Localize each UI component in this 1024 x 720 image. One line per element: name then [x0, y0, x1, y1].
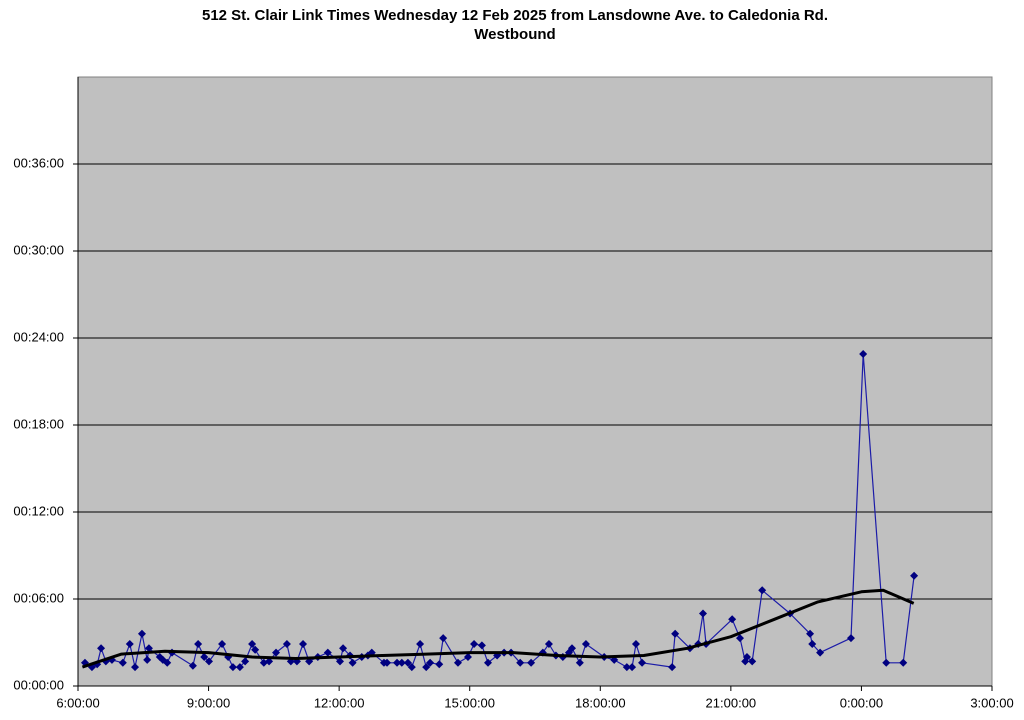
y-tick-label: 00:36:00 — [13, 155, 64, 170]
y-tick-label: 00:24:00 — [13, 329, 64, 344]
data-point — [118, 658, 127, 667]
data-point — [143, 655, 152, 664]
data-point — [806, 629, 815, 638]
data-point — [808, 639, 817, 648]
data-point — [144, 644, 153, 653]
data-point — [205, 657, 214, 666]
data-point — [194, 639, 203, 648]
data-point — [899, 658, 908, 667]
data-point — [483, 658, 492, 667]
data-point — [453, 658, 462, 667]
data-point — [668, 663, 677, 672]
x-tick-label: 18:00:00 — [575, 695, 626, 710]
x-tick-label: 21:00:00 — [706, 695, 757, 710]
data-point — [699, 609, 708, 618]
data-point — [859, 349, 868, 358]
data-point — [426, 658, 435, 667]
data-point — [200, 653, 209, 661]
data-point — [439, 634, 448, 643]
data-point — [383, 658, 392, 667]
data-point — [393, 658, 402, 667]
data-point — [742, 653, 751, 661]
chart-title: 512 St. Clair Link Times Wednesday 12 Fe… — [202, 7, 828, 24]
data-point — [735, 634, 744, 643]
data-point — [758, 586, 767, 595]
data-point — [397, 658, 406, 667]
x-tick-label: 6:00:00 — [56, 695, 99, 710]
data-point — [910, 571, 919, 580]
data-point — [272, 648, 281, 657]
data-point — [516, 658, 525, 667]
data-point — [581, 639, 590, 648]
x-tick-label: 15:00:00 — [444, 695, 495, 710]
trend-line — [81, 588, 915, 669]
data-point — [748, 657, 757, 666]
data-point — [299, 639, 308, 648]
data-point — [137, 629, 146, 638]
data-point — [218, 639, 227, 648]
x-tick-label: 0:00:00 — [840, 695, 883, 710]
data-point — [477, 641, 486, 650]
data-point — [416, 639, 425, 648]
data-point — [463, 653, 472, 661]
data-point — [470, 639, 479, 648]
y-tick-label: 00:00:00 — [13, 677, 64, 692]
x-tick-label: 12:00:00 — [314, 695, 365, 710]
data-point — [265, 657, 274, 666]
data-point — [631, 639, 640, 648]
data-point — [628, 663, 637, 672]
y-tick-label: 00:18:00 — [13, 416, 64, 431]
data-point — [97, 644, 106, 653]
data-point — [248, 639, 257, 648]
data-point — [125, 639, 134, 648]
data-point — [422, 663, 431, 672]
data-point — [228, 663, 237, 672]
data-point — [336, 657, 345, 666]
data-point — [671, 629, 680, 638]
data-point — [251, 645, 260, 654]
data-point — [544, 639, 553, 648]
data-point — [188, 661, 197, 670]
x-tick-label: 3:00:00 — [970, 695, 1013, 710]
data-point — [882, 658, 891, 667]
data-point — [403, 658, 412, 667]
chart-title: Westbound — [474, 26, 555, 43]
data-point — [339, 644, 348, 653]
data-point — [728, 615, 737, 624]
data-point — [575, 658, 584, 667]
data-point — [622, 663, 631, 672]
data-point — [348, 658, 357, 667]
data-point — [235, 663, 244, 672]
data-point — [282, 639, 291, 648]
y-tick-label: 00:06:00 — [13, 590, 64, 605]
data-point — [241, 657, 250, 666]
data-point — [527, 658, 536, 667]
data-point — [435, 660, 444, 669]
data-point — [846, 634, 855, 643]
data-point — [816, 648, 825, 657]
y-tick-label: 00:30:00 — [13, 242, 64, 257]
data-point — [567, 644, 576, 653]
data-point — [131, 663, 140, 672]
y-tick-label: 00:12:00 — [13, 503, 64, 518]
plot-area — [77, 76, 993, 687]
data-point — [323, 648, 332, 657]
data-point — [638, 658, 647, 667]
data-point — [163, 658, 172, 667]
x-tick-label: 9:00:00 — [187, 695, 230, 710]
data-point — [407, 663, 416, 672]
